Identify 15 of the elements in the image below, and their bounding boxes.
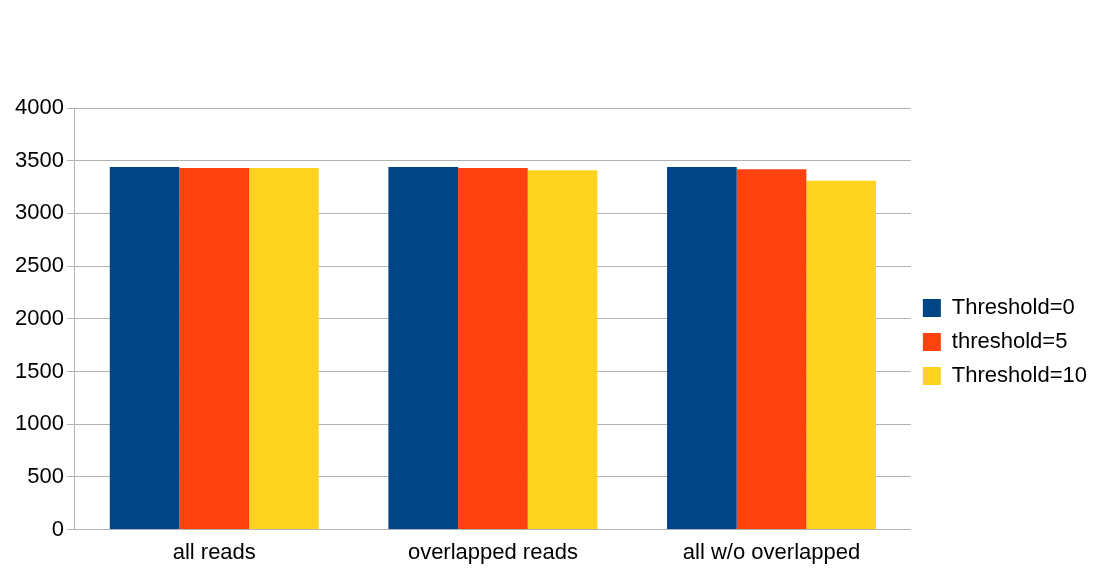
y-tick-label: 3000 <box>14 199 64 225</box>
legend-label: threshold=5 <box>951 328 1068 354</box>
x-tick-label: all w/o overlapped <box>682 538 861 564</box>
y-tick-label: 2500 <box>14 252 64 278</box>
y-tick-label: 3500 <box>14 146 64 172</box>
y-tick-label: 0 <box>51 515 64 541</box>
legend-label: Threshold=10 <box>951 362 1088 388</box>
legend-label: Threshold=0 <box>951 294 1075 320</box>
y-tick-label: 1000 <box>14 410 64 436</box>
y-tick-label: 2000 <box>14 304 64 330</box>
y-tick-label: 500 <box>27 462 64 488</box>
y-tick-label: 1500 <box>14 357 64 383</box>
x-tick-label: overlapped reads <box>407 538 578 564</box>
y-tick-label: 4000 <box>14 94 64 120</box>
x-tick-label: all reads <box>172 538 256 564</box>
